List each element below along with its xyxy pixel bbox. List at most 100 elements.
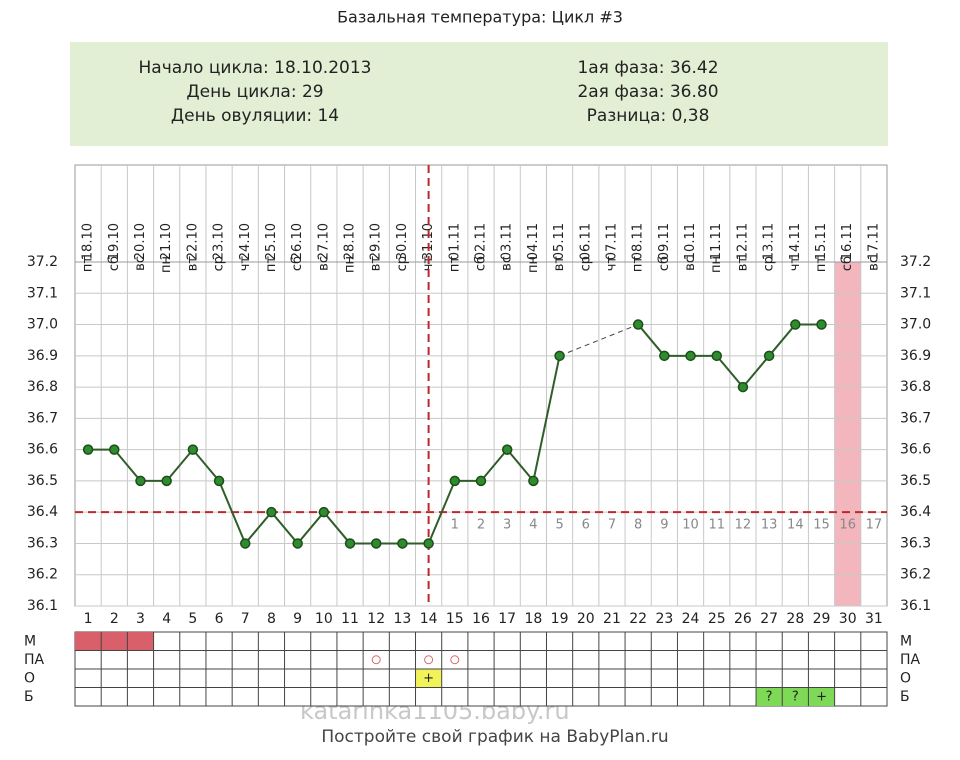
mark-cell (782, 687, 809, 706)
x-tick-label: 29 (813, 611, 831, 627)
summary-text: 2ая фаза: 36.80 (577, 82, 718, 102)
row-label-right: ПА (900, 652, 921, 668)
date-label: 01.11 (447, 223, 462, 260)
weekday-label: пт (631, 256, 646, 272)
mark-cell (415, 669, 442, 688)
weekday-label: ср (212, 256, 227, 271)
temperature-point (161, 475, 172, 487)
weekday-label: вт (735, 256, 750, 272)
y-tick-label-right: 36.1 (900, 598, 931, 614)
x-tick-label: 21 (603, 611, 621, 627)
phase2-day-label: 5 (555, 518, 563, 533)
weekday-label: вт (552, 256, 567, 272)
weekday-label: вс (683, 256, 698, 271)
weekday-label: пн (343, 256, 358, 273)
date-label: 20.10 (133, 223, 148, 260)
x-tick-label: 10 (315, 611, 333, 627)
plot-area (74, 164, 888, 607)
temperature-point (370, 538, 382, 549)
mark-text: ? (792, 689, 799, 704)
temperature-point (135, 475, 146, 487)
x-tick-label: 14 (420, 611, 438, 627)
date-label: 15.11 (814, 223, 829, 260)
temperature-point (240, 538, 251, 549)
weekday-label: пн (709, 256, 724, 273)
weekday-label: ср (395, 256, 410, 271)
temperature-point (292, 538, 303, 549)
date-label: 29.10 (369, 223, 384, 260)
weekday-label: вс (866, 256, 881, 271)
mark-cell (756, 687, 783, 706)
temperature-point (397, 538, 408, 549)
row-label-right: О (900, 670, 911, 686)
x-tick-label: 4 (162, 611, 171, 627)
phase2-day-label: 2 (477, 518, 485, 533)
highlight-day (834, 262, 861, 606)
phase2-day-label: 7 (608, 518, 616, 533)
phase2-day-label: 15 (813, 518, 830, 533)
temperature-point (790, 319, 801, 330)
x-tick-label: 28 (786, 611, 804, 627)
date-label: 10.11 (683, 223, 698, 260)
weekday-label: ср (578, 256, 593, 271)
date-label: 08.11 (631, 223, 646, 260)
temperature-point (82, 444, 94, 455)
weekday-label: вт (369, 256, 384, 272)
x-tick-label: 15 (446, 611, 464, 627)
x-tick-label: 24 (682, 611, 700, 627)
weekday-label: пт (264, 256, 279, 272)
summary-box (70, 42, 888, 146)
phase2-day-label: 9 (660, 518, 668, 533)
summary-text: День овуляции: 14 (171, 106, 339, 126)
x-tick-label: 5 (188, 611, 197, 627)
x-tick-label: 17 (498, 611, 516, 627)
x-tick-label: 31 (865, 611, 883, 627)
y-tick-label: 36.7 (27, 410, 58, 426)
x-tick-label: 23 (655, 611, 673, 627)
y-tick-label: 36.4 (27, 504, 58, 520)
mark-symbol (371, 655, 381, 665)
y-tick-label-right: 36.2 (900, 567, 931, 583)
weekday-label: сб (107, 256, 122, 271)
weekday-label: пн (526, 256, 541, 273)
x-tick-label: 9 (293, 611, 302, 627)
weekday-label: сб (474, 256, 489, 271)
weekday-label: вс (133, 256, 148, 271)
date-label: 30.10 (395, 223, 410, 260)
footer-text: Постройте свой график на BabyPlan.ru (321, 727, 668, 747)
x-tick-label: 25 (708, 611, 726, 627)
date-label: 21.10 (159, 223, 174, 260)
temperature-point (554, 350, 565, 362)
row-label: О (24, 670, 35, 686)
y-tick-label: 36.1 (27, 598, 58, 614)
date-label: 27.10 (316, 223, 331, 260)
mark-cell (808, 687, 835, 706)
y-tick-label: 37.0 (27, 317, 58, 333)
mark-text: + (423, 671, 434, 686)
phase2-day-label: 17 (866, 518, 883, 533)
temperature-point (685, 350, 696, 362)
temperature-point (737, 381, 749, 393)
chart-title: Базальная температура: Цикл #3 (337, 8, 623, 27)
weekday-label: чт (788, 256, 803, 272)
x-tick-label: 12 (367, 611, 385, 627)
mark-symbol (424, 655, 434, 665)
y-tick-label: 37.1 (27, 285, 58, 301)
date-label: 14.11 (788, 223, 803, 260)
weekday-label: пт (81, 256, 96, 272)
date-label: 11.11 (709, 223, 724, 260)
row-label-right: Б (900, 689, 910, 705)
weekday-label: сб (290, 256, 305, 271)
x-tick-label: 19 (551, 611, 569, 627)
y-tick-label: 36.5 (27, 473, 58, 489)
y-tick-label: 36.3 (27, 535, 58, 551)
temperature-point (109, 444, 120, 455)
temperature-point (632, 319, 644, 330)
temperature-point (501, 444, 513, 455)
phase2-day-label: 11 (708, 518, 725, 533)
date-label: 02.11 (474, 223, 489, 260)
y-tick-label-right: 37.1 (900, 285, 931, 301)
date-label: 22.10 (185, 223, 200, 260)
